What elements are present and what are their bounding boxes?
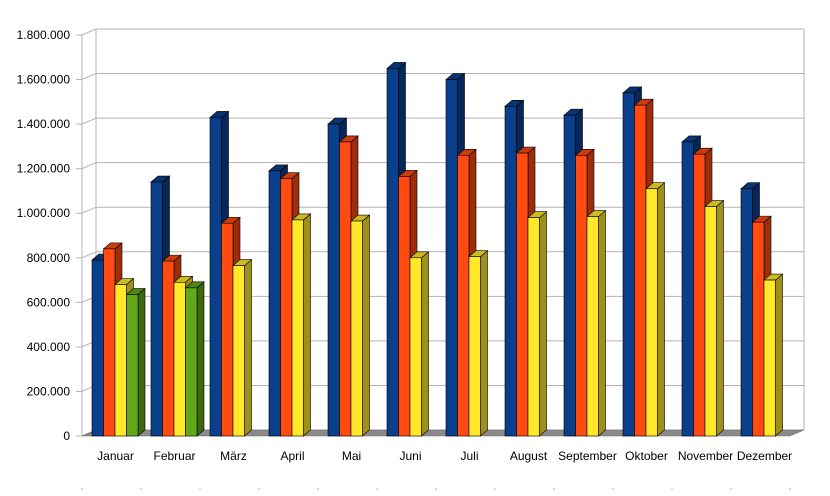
gridline xyxy=(81,28,804,36)
bar-front xyxy=(752,221,765,437)
bar-side xyxy=(716,199,724,437)
bar-front xyxy=(291,219,304,437)
bar-front xyxy=(150,181,163,437)
bar-front xyxy=(386,68,399,437)
bar-front xyxy=(586,216,599,437)
bar xyxy=(527,211,548,437)
y-tick-label: 1.200.000 xyxy=(17,162,71,176)
labels-layer: 0 200.000 400.000 600.000 800.000 1.000.000 1.… xyxy=(17,28,793,463)
y-tick-label: 800.000 xyxy=(27,251,71,265)
bar-side xyxy=(598,209,606,437)
bar-front xyxy=(350,220,363,437)
bar-front xyxy=(209,117,222,437)
bar-front xyxy=(268,170,281,437)
bar xyxy=(586,209,607,437)
x-tick-label: Januar xyxy=(97,449,134,463)
x-tick-label: März xyxy=(220,449,247,463)
y-tick-label: 600.000 xyxy=(27,295,71,309)
bar xyxy=(704,199,725,437)
bar-front xyxy=(740,188,753,437)
bar-front xyxy=(221,222,234,437)
bar xyxy=(350,214,371,437)
x-tick-label: Juni xyxy=(399,449,421,463)
bar-side xyxy=(775,273,783,437)
bar xyxy=(125,287,146,437)
bar xyxy=(645,182,666,437)
y-tick-label: 1.800.000 xyxy=(17,28,71,42)
bar-front xyxy=(91,259,104,437)
bar-front xyxy=(563,114,576,437)
x-tick-label: Dezember xyxy=(737,449,792,463)
x-tick-label: November xyxy=(678,449,733,463)
gridline xyxy=(81,117,804,125)
bar-side xyxy=(657,182,665,437)
bar-front xyxy=(693,153,706,437)
bar-front xyxy=(704,206,717,437)
bar-front xyxy=(126,294,139,437)
bar-front xyxy=(645,188,658,437)
bar-front xyxy=(634,104,647,437)
bar xyxy=(763,273,784,437)
bar-front xyxy=(681,141,694,437)
bar-front xyxy=(409,257,422,437)
bar xyxy=(468,250,489,437)
bar-front xyxy=(114,284,127,437)
x-tick-label: September xyxy=(558,449,617,463)
bar-front xyxy=(162,260,175,437)
x-tick-label: Juli xyxy=(460,449,478,463)
x-tick-label: August xyxy=(510,449,548,463)
bar-front xyxy=(280,178,293,437)
bar-side xyxy=(137,287,146,437)
bar-front xyxy=(445,79,458,437)
y-tick-label: 1.000.000 xyxy=(17,206,71,220)
bar-front xyxy=(398,176,411,437)
bar-front xyxy=(103,248,116,437)
bar-front xyxy=(527,217,540,437)
bar xyxy=(232,258,253,437)
y-tick-label: 1.600.000 xyxy=(17,73,71,87)
bar-side xyxy=(362,214,370,437)
bars-layer xyxy=(91,61,784,437)
bar-side xyxy=(539,211,547,437)
bar-side xyxy=(303,213,311,437)
bar-front xyxy=(763,279,776,437)
bar-front xyxy=(457,155,470,437)
bar-side xyxy=(480,250,488,437)
bar-front xyxy=(327,123,340,437)
bar-front xyxy=(339,141,352,437)
x-tick-label: Mai xyxy=(342,449,361,463)
y-tick-label: 200.000 xyxy=(27,384,71,398)
gridline xyxy=(81,73,804,81)
y-tick-label: 0 xyxy=(63,429,70,443)
y-tick-label: 400.000 xyxy=(27,340,71,354)
grid-layer xyxy=(81,28,805,437)
x-tick-label: Oktober xyxy=(625,449,668,463)
bar-side xyxy=(421,251,429,437)
bar-front xyxy=(504,105,517,437)
bar-front xyxy=(173,281,186,437)
y-tick-label: 1.400.000 xyxy=(17,117,71,131)
bar-front xyxy=(622,92,635,437)
bar xyxy=(409,251,430,437)
x-tick-label: Februar xyxy=(153,449,195,463)
bar-side xyxy=(196,281,205,437)
bar xyxy=(184,281,205,437)
bar-front xyxy=(575,155,588,437)
bar-front xyxy=(185,287,198,437)
bar-front xyxy=(516,152,529,437)
bar-front xyxy=(468,256,481,437)
bar-front xyxy=(232,265,245,437)
bar-side xyxy=(244,258,252,437)
x-tick-label: April xyxy=(280,449,304,463)
bar xyxy=(291,213,312,437)
